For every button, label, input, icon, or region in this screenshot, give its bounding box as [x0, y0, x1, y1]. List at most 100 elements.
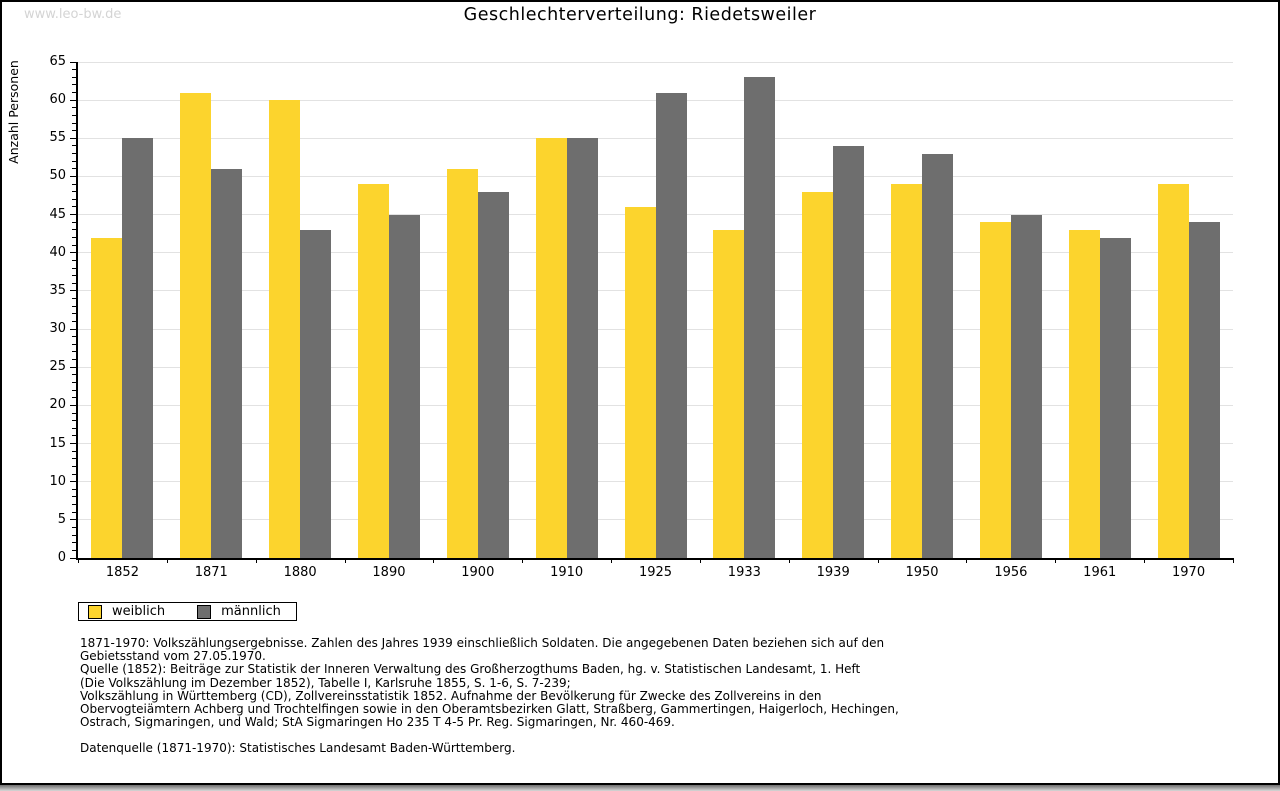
- y-axis-minor-tick: [72, 504, 76, 506]
- y-axis-minor-tick: [72, 496, 76, 498]
- bar-männlich: [388, 214, 420, 558]
- y-axis-minor-tick: [72, 160, 76, 162]
- y-axis-major-tick: [70, 481, 76, 483]
- y-axis-tick-label: 40: [49, 244, 66, 260]
- legend-item-weiblich: weiblich: [88, 604, 165, 619]
- y-axis-minor-tick: [72, 229, 76, 231]
- y-axis-title: Anzahl Personen: [6, 60, 21, 164]
- y-axis-minor-tick: [72, 351, 76, 353]
- x-axis-tick-label: 1925: [638, 565, 673, 580]
- y-axis-major-tick: [70, 252, 76, 254]
- y-axis-tick-label: 25: [49, 359, 66, 375]
- bar-weiblich: [713, 229, 745, 558]
- y-axis-minor-tick: [72, 130, 76, 132]
- y-axis-minor-tick: [72, 237, 76, 238]
- bar-männlich: [477, 191, 509, 558]
- y-axis-tick-label: 60: [49, 92, 66, 108]
- y-axis-major-tick: [70, 290, 76, 292]
- x-axis-tick: [1055, 558, 1057, 563]
- y-axis-minor-tick: [72, 465, 76, 467]
- x-axis-tick: [166, 558, 168, 563]
- footnotes: 1871-1970: Volkszählungsergebnisse. Zahl…: [80, 636, 899, 730]
- window-shadow: [0, 785, 1280, 791]
- x-axis-tick: [1233, 558, 1234, 563]
- bar-weiblich: [91, 237, 123, 558]
- bar-weiblich: [269, 100, 301, 558]
- y-axis-major-tick: [70, 404, 76, 406]
- x-axis-tick: [699, 558, 701, 563]
- x-axis-tick-label: 1950: [905, 565, 939, 580]
- y-axis-major-tick: [70, 557, 76, 559]
- x-axis-tick: [78, 558, 79, 563]
- x-axis-tick-label: 1961: [1083, 565, 1117, 580]
- y-axis-minor-tick: [72, 511, 76, 513]
- y-axis-tick-label: 15: [49, 435, 66, 451]
- y-axis-tick-label: 45: [49, 206, 66, 222]
- bar-weiblich: [180, 92, 212, 558]
- footnote-line: Ostrach, Sigmaringen, und Wald; StA Sigm…: [80, 715, 675, 730]
- legend-item-maennlich: männlich: [197, 604, 281, 619]
- bar-weiblich: [979, 222, 1011, 558]
- bar-männlich: [1188, 222, 1220, 558]
- legend: weiblich männlich: [78, 602, 297, 621]
- y-axis-major-tick: [70, 137, 76, 139]
- y-axis-minor-tick: [72, 412, 76, 414]
- page-title: Geschlechterverteilung: Riedetsweiler: [463, 5, 817, 25]
- y-axis-minor-tick: [72, 450, 76, 452]
- y-axis-minor-tick: [72, 435, 76, 437]
- bar-weiblich: [535, 138, 567, 558]
- bar-männlich: [211, 168, 243, 558]
- y-axis-minor-tick: [72, 305, 76, 307]
- x-axis-tick: [611, 558, 613, 563]
- y-axis-minor-tick: [72, 275, 76, 277]
- x-axis-tick-label: 1939: [816, 565, 850, 580]
- y-axis-minor-tick: [72, 114, 76, 116]
- y-axis-minor-tick: [72, 381, 76, 383]
- y-axis-minor-tick: [72, 534, 76, 536]
- bar-männlich: [566, 138, 598, 558]
- y-axis-minor-tick: [72, 145, 76, 147]
- y-axis-minor-tick: [72, 542, 76, 544]
- y-axis-minor-tick: [72, 153, 76, 155]
- y-axis-tick-label: 5: [57, 511, 66, 527]
- y-axis-minor-tick: [72, 206, 76, 208]
- x-axis-tick: [433, 558, 435, 563]
- y-axis-minor-tick: [72, 298, 76, 300]
- y-axis-tick-label: 35: [49, 282, 66, 298]
- y-axis-minor-tick: [72, 168, 76, 170]
- x-axis-tick-label: 1900: [461, 565, 495, 580]
- x-axis-tick-label: 1970: [1172, 565, 1206, 580]
- y-axis-major-tick: [70, 366, 76, 368]
- y-axis-minor-tick: [72, 122, 76, 124]
- y-axis-minor-tick: [72, 107, 76, 109]
- y-axis-minor-tick: [72, 488, 76, 490]
- y-axis-tick-label: 50: [49, 168, 66, 184]
- y-axis-minor-tick: [72, 473, 76, 475]
- bar-weiblich: [624, 206, 656, 558]
- y-axis-minor-tick: [72, 183, 76, 185]
- y-axis-minor-tick: [72, 92, 76, 94]
- bar-weiblich: [891, 184, 923, 558]
- x-axis-tick-label: 1890: [372, 565, 406, 580]
- y-axis-minor-tick: [72, 84, 76, 86]
- footnote-line: (Die Volkszählung im Dezember 1852), Tab…: [80, 675, 571, 690]
- x-axis-tick-label: 1871: [194, 565, 228, 580]
- bar-weiblich: [1157, 184, 1189, 558]
- footnote-line: Gebietsstand vom 27.05.1970.: [80, 649, 266, 664]
- legend-label-weiblich: weiblich: [112, 604, 166, 619]
- x-axis-tick: [344, 558, 346, 563]
- footnote-line: Volkszählung in Württemberg (CD), Zollve…: [80, 688, 822, 703]
- y-axis-major-tick: [70, 443, 76, 445]
- y-axis-minor-tick: [72, 198, 76, 200]
- gridline: [78, 61, 1233, 63]
- y-axis-minor-tick: [72, 389, 76, 391]
- bar-weiblich: [446, 168, 478, 558]
- watermark: www.leo-bw.de: [24, 7, 122, 22]
- bar-männlich: [300, 229, 332, 558]
- x-axis-tick: [788, 558, 790, 563]
- y-axis-tick-label: 65: [49, 54, 66, 69]
- y-axis-major-tick: [70, 175, 76, 177]
- bar-männlich: [1099, 237, 1131, 558]
- x-axis-tick: [966, 558, 968, 563]
